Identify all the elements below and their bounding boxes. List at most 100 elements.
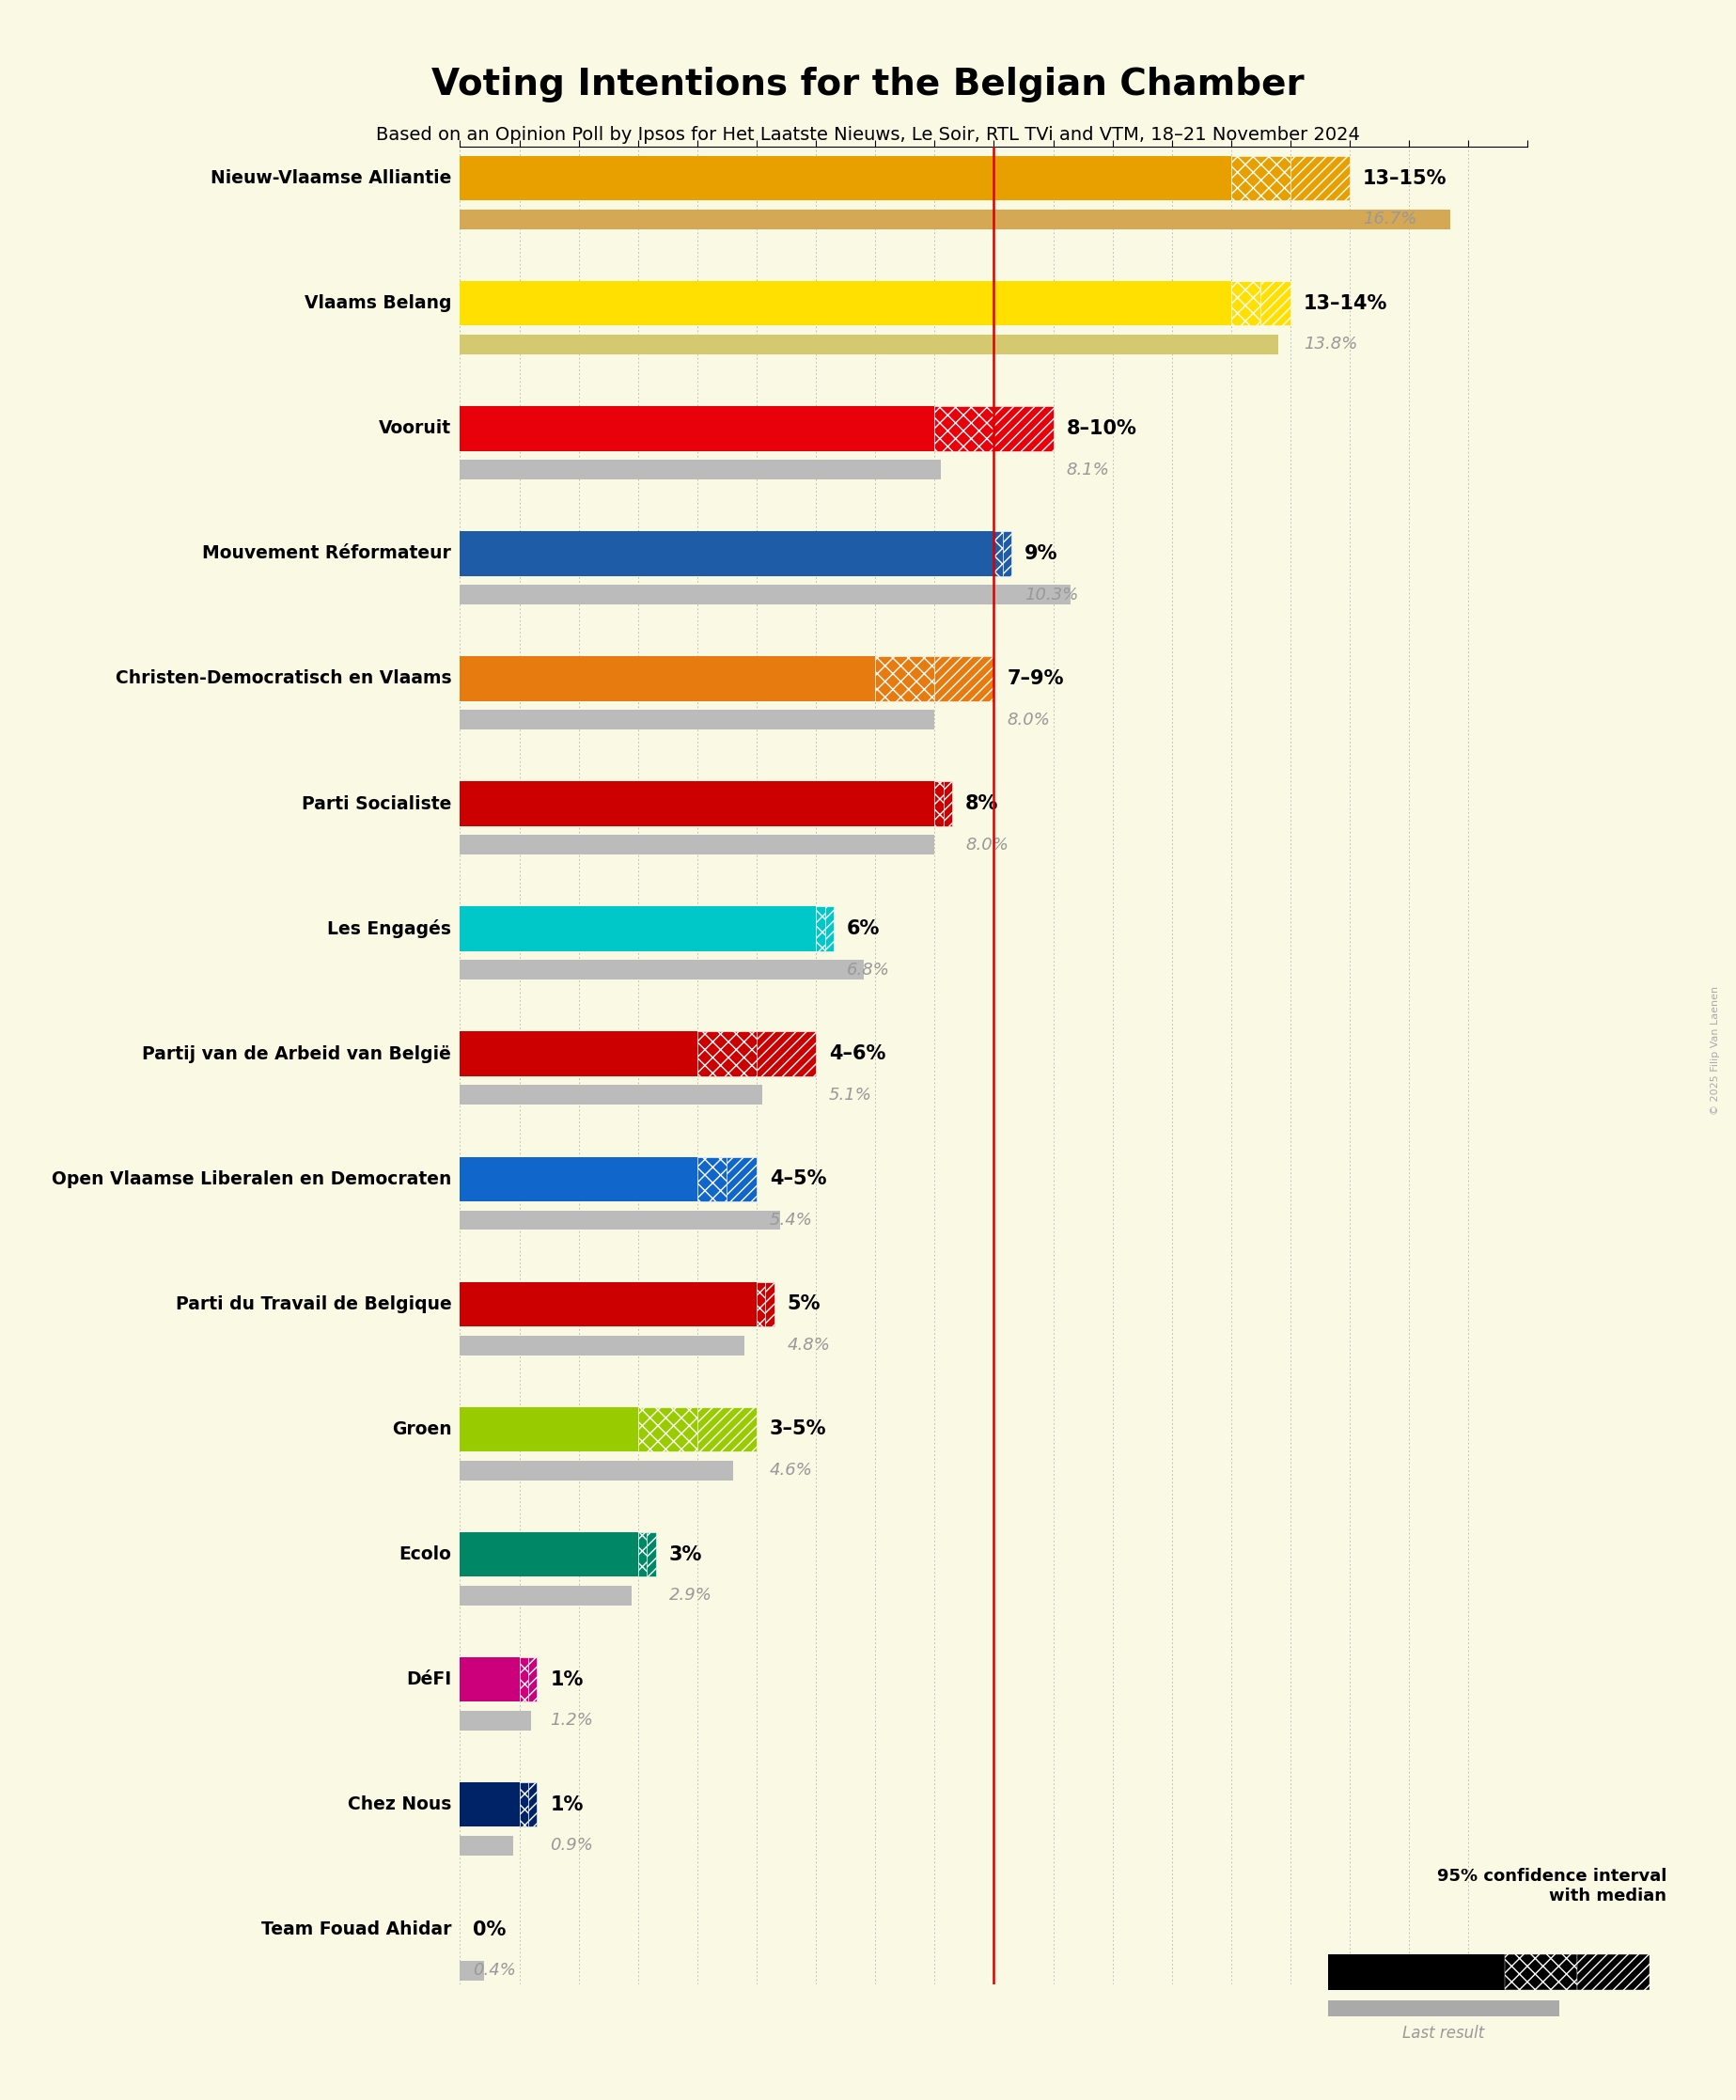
Text: Parti Socialiste: Parti Socialiste xyxy=(302,794,451,813)
Text: 8.0%: 8.0% xyxy=(965,836,1009,853)
Bar xyxy=(460,460,941,479)
Bar xyxy=(460,405,934,452)
Text: 0%: 0% xyxy=(474,1919,507,1938)
Text: 4.6%: 4.6% xyxy=(769,1462,812,1478)
Text: DéFI: DéFI xyxy=(406,1670,451,1688)
Text: Chez Nous: Chez Nous xyxy=(347,1796,451,1814)
Bar xyxy=(519,1783,528,1827)
Bar xyxy=(757,1031,816,1077)
Bar xyxy=(519,1657,528,1701)
Bar xyxy=(460,1835,514,1856)
Bar xyxy=(1231,281,1260,326)
Text: 3%: 3% xyxy=(668,1546,701,1564)
Text: 6%: 6% xyxy=(847,920,880,939)
Bar xyxy=(639,1407,698,1451)
Bar xyxy=(460,1031,698,1077)
Text: 5%: 5% xyxy=(788,1296,821,1312)
Bar xyxy=(460,1281,757,1327)
Bar xyxy=(993,531,1003,575)
Text: Last result: Last result xyxy=(1403,2024,1484,2041)
Text: Christen-Democratisch en Vlaams: Christen-Democratisch en Vlaams xyxy=(115,670,451,687)
Bar xyxy=(460,657,875,701)
Text: 13–14%: 13–14% xyxy=(1304,294,1387,313)
Bar xyxy=(460,907,816,951)
Text: 5.4%: 5.4% xyxy=(769,1212,812,1228)
Text: Open Vlaamse Liberalen en Democraten: Open Vlaamse Liberalen en Democraten xyxy=(52,1170,451,1189)
Bar xyxy=(1328,1953,1505,1991)
Bar xyxy=(460,531,993,575)
Text: Nieuw-Vlaamse Alliantie: Nieuw-Vlaamse Alliantie xyxy=(210,170,451,187)
Text: 6.8%: 6.8% xyxy=(847,962,891,979)
Bar xyxy=(825,907,833,951)
Bar xyxy=(528,1783,536,1827)
Bar xyxy=(934,781,943,825)
Bar xyxy=(698,1157,727,1201)
Bar xyxy=(1231,155,1290,202)
Bar xyxy=(1260,281,1290,326)
Bar xyxy=(875,657,934,701)
Text: 5.1%: 5.1% xyxy=(830,1086,871,1103)
Text: 13.8%: 13.8% xyxy=(1304,336,1358,353)
Text: 4–5%: 4–5% xyxy=(769,1170,826,1189)
Text: 8%: 8% xyxy=(965,794,998,813)
Text: Ecolo: Ecolo xyxy=(399,1546,451,1562)
Text: Voting Intentions for the Belgian Chamber: Voting Intentions for the Belgian Chambe… xyxy=(432,67,1304,103)
Bar xyxy=(1505,1953,1576,1991)
Bar xyxy=(460,836,934,855)
Text: 4–6%: 4–6% xyxy=(830,1044,885,1063)
Text: 7–9%: 7–9% xyxy=(1007,670,1064,689)
Text: 10.3%: 10.3% xyxy=(1024,586,1078,603)
Text: Mouvement Réformateur: Mouvement Réformateur xyxy=(203,544,451,563)
Bar xyxy=(460,281,1231,326)
Bar xyxy=(460,1336,745,1354)
Bar xyxy=(460,1586,632,1604)
Text: Les Engagés: Les Engagés xyxy=(328,920,451,939)
Bar xyxy=(460,960,863,981)
Bar xyxy=(993,405,1054,452)
Bar xyxy=(460,1460,733,1480)
Bar xyxy=(766,1281,774,1327)
Text: Partij van de Arbeid van België: Partij van de Arbeid van België xyxy=(142,1046,451,1063)
Bar xyxy=(460,1657,519,1701)
Bar xyxy=(460,1783,519,1827)
Text: Groen: Groen xyxy=(392,1420,451,1439)
Text: 4.8%: 4.8% xyxy=(788,1338,830,1354)
Bar xyxy=(639,1533,648,1577)
Bar xyxy=(460,584,1071,605)
Bar xyxy=(648,1533,656,1577)
Text: Vooruit: Vooruit xyxy=(378,420,451,437)
Bar xyxy=(460,210,1451,229)
Text: Vlaams Belang: Vlaams Belang xyxy=(304,294,451,313)
Text: 1%: 1% xyxy=(550,1670,583,1688)
Bar xyxy=(698,1031,757,1077)
Bar xyxy=(1328,2001,1559,2016)
Bar xyxy=(727,1157,757,1201)
Bar xyxy=(460,155,1231,202)
Bar xyxy=(943,781,953,825)
Bar xyxy=(757,1281,766,1327)
Bar xyxy=(1003,531,1012,575)
Bar xyxy=(1576,1953,1649,1991)
Bar xyxy=(460,1086,762,1105)
Bar xyxy=(460,1961,484,1980)
Text: © 2025 Filip Van Laenen: © 2025 Filip Van Laenen xyxy=(1710,985,1720,1115)
Bar xyxy=(460,710,934,729)
Text: Team Fouad Ahidar: Team Fouad Ahidar xyxy=(260,1922,451,1938)
Text: 0.9%: 0.9% xyxy=(550,1838,594,1854)
Text: 9%: 9% xyxy=(1024,544,1057,563)
Bar xyxy=(528,1657,536,1701)
Text: 8.1%: 8.1% xyxy=(1066,462,1109,479)
Text: 8.0%: 8.0% xyxy=(1007,712,1050,729)
Text: 8–10%: 8–10% xyxy=(1066,420,1137,439)
Bar xyxy=(460,1407,639,1451)
Text: 1.2%: 1.2% xyxy=(550,1711,594,1728)
Bar xyxy=(460,334,1278,355)
Text: Based on an Opinion Poll by Ipsos for Het Laatste Nieuws, Le Soir, RTL TVi and V: Based on an Opinion Poll by Ipsos for He… xyxy=(377,126,1359,145)
Text: Parti du Travail de Belgique: Parti du Travail de Belgique xyxy=(175,1296,451,1312)
Bar xyxy=(460,1711,531,1730)
Text: 3–5%: 3–5% xyxy=(769,1420,826,1439)
Bar xyxy=(460,1157,698,1201)
Text: 16.7%: 16.7% xyxy=(1363,210,1417,227)
Bar xyxy=(460,781,934,825)
Text: 13–15%: 13–15% xyxy=(1363,168,1446,187)
